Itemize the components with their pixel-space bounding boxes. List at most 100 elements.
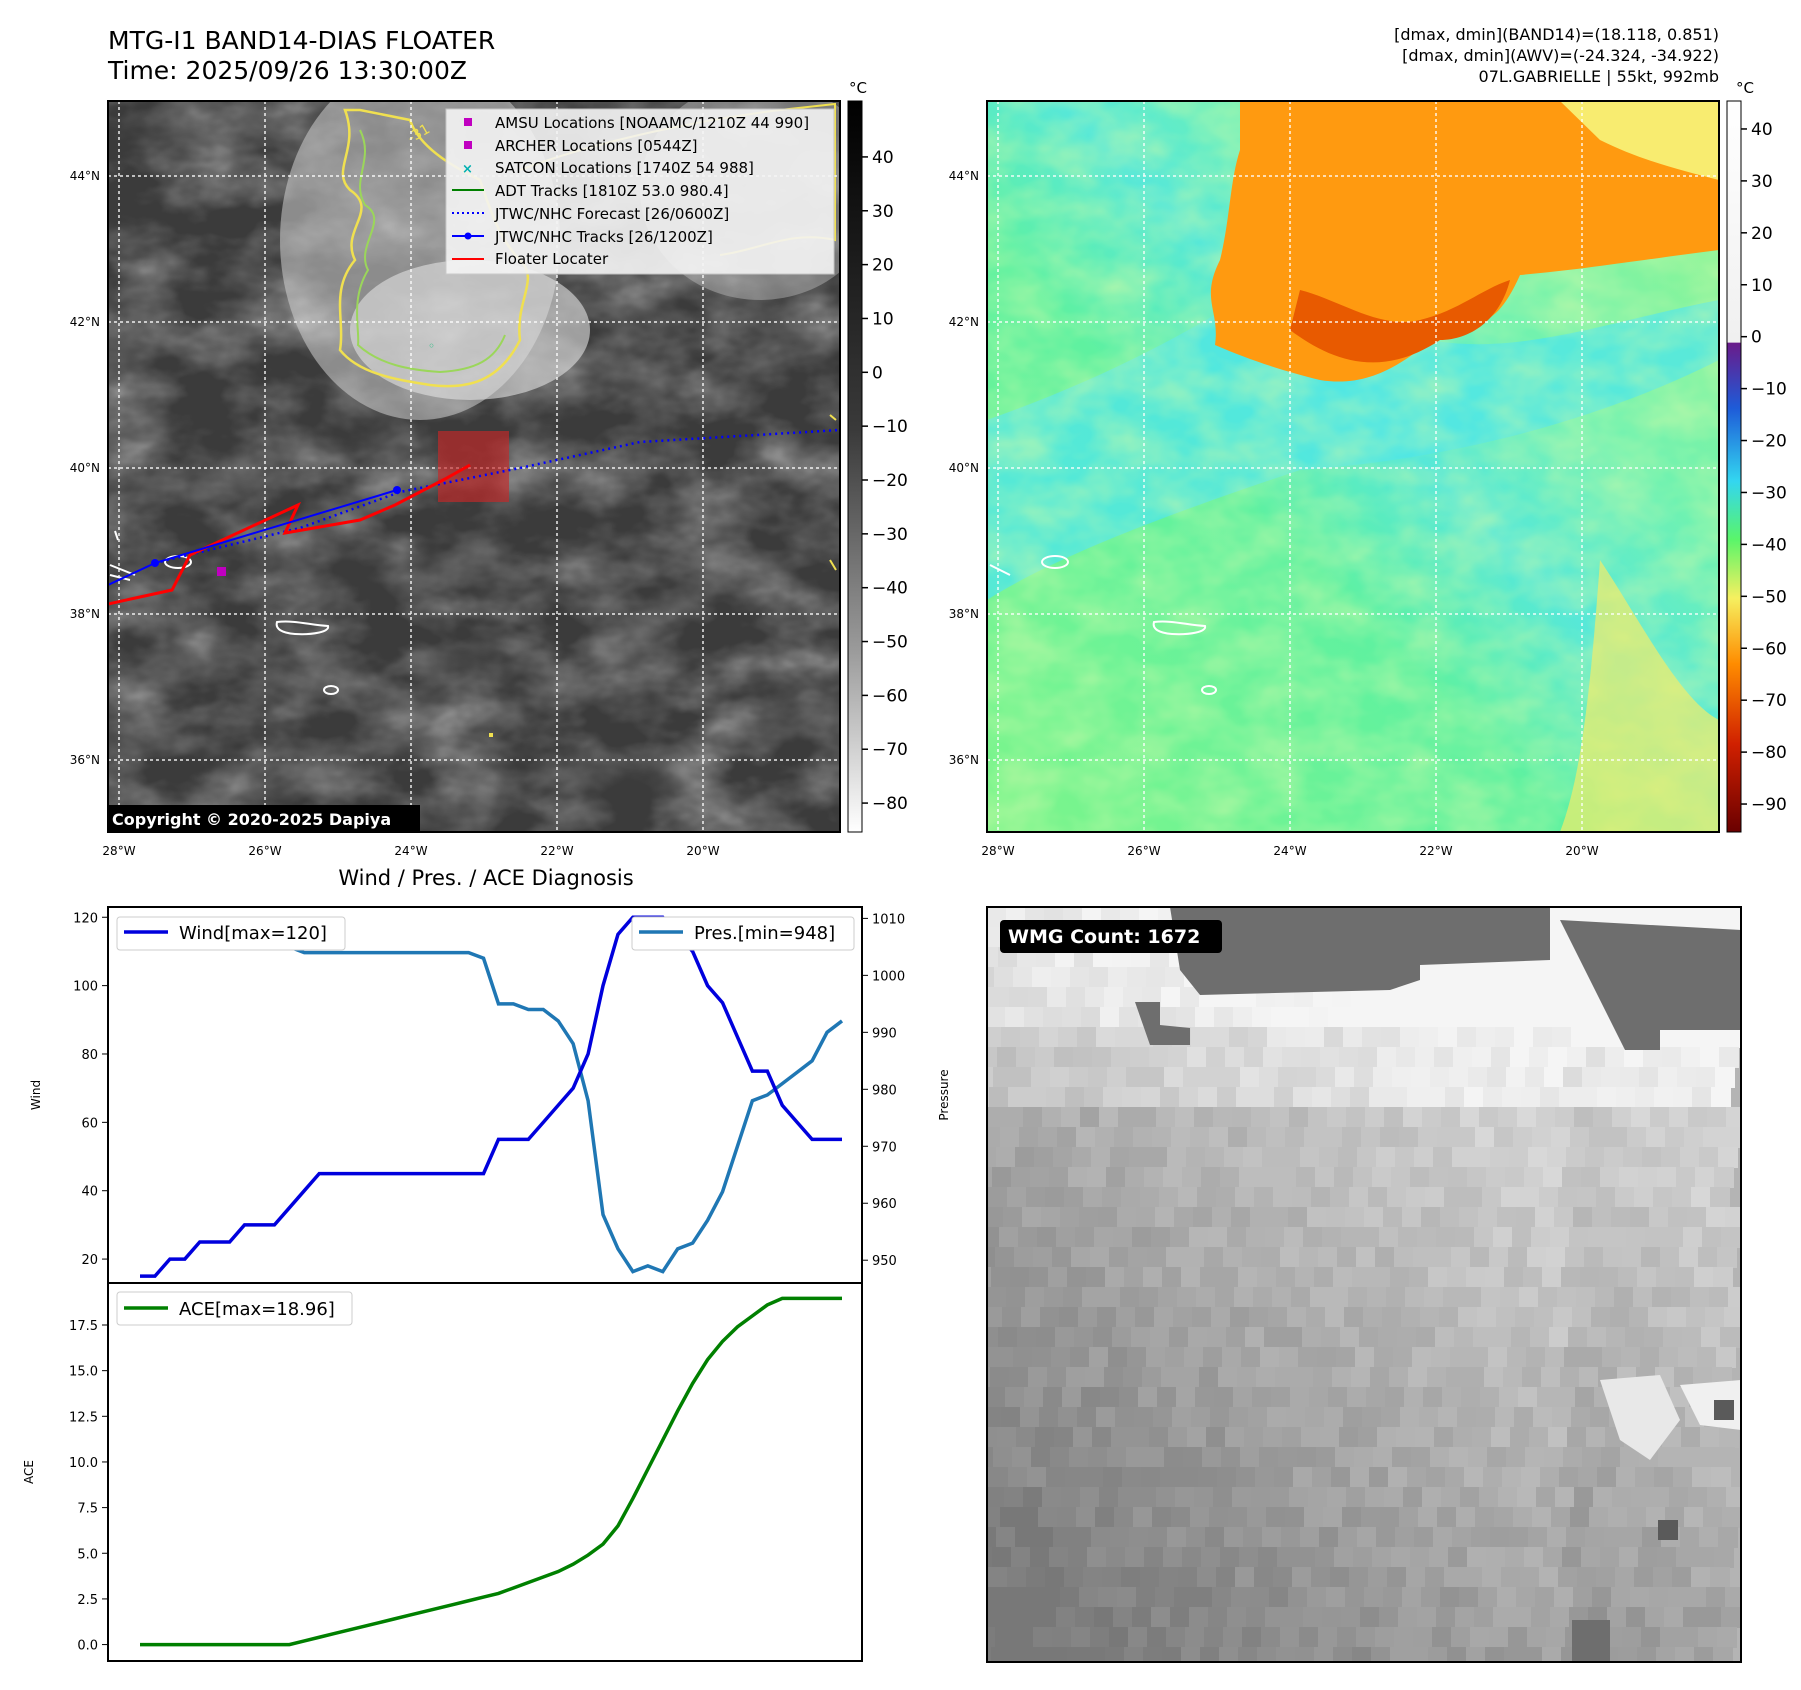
- wmg-cell: [1483, 1467, 1503, 1488]
- wmg-cell: [1058, 1027, 1078, 1048]
- wmg-cell: [1702, 1607, 1722, 1628]
- wmg-cell: [1228, 1507, 1248, 1528]
- wmg-cell: [1471, 1527, 1491, 1548]
- wmg-cell: [1243, 1147, 1263, 1168]
- wmg-cell: [1458, 1307, 1478, 1328]
- wmg-cell: [1233, 1387, 1253, 1408]
- wmg-cell: [1405, 1287, 1425, 1308]
- wmg-cell: [1101, 1287, 1121, 1308]
- wmg-cell: [1376, 1147, 1396, 1168]
- wmg-cell: [987, 1087, 990, 1108]
- wind-legend: Wind[max=120]: [116, 916, 346, 951]
- wmg-cell: [1184, 1347, 1204, 1368]
- wmg-cell: [1277, 1547, 1297, 1568]
- wmg-cell: [1715, 1447, 1735, 1468]
- wmg-cell: [1111, 1047, 1131, 1068]
- wmg-cell: [1120, 1287, 1140, 1308]
- wmg-cell: [1090, 1627, 1110, 1648]
- wmg-cell: [1030, 1167, 1050, 1188]
- wmg-cell: [1216, 1567, 1236, 1588]
- wmg-cell: [1023, 1487, 1043, 1508]
- wmg-cell: [1335, 1447, 1355, 1468]
- wmg-cell: [1273, 1187, 1293, 1208]
- wmg-cell: [1385, 1007, 1405, 1028]
- wv-cold-core: [1290, 280, 1510, 363]
- wmg-cell: [1072, 1527, 1092, 1548]
- wmg-cell: [1160, 1467, 1180, 1488]
- wmg-cell: [1675, 1647, 1695, 1662]
- wmg-cell: [1554, 1587, 1574, 1608]
- wmg-cell: [1307, 1587, 1327, 1608]
- wmg-cell: [1437, 1507, 1457, 1528]
- wmg-cell: [1309, 1387, 1329, 1408]
- wmg-cell: [1540, 1467, 1560, 1488]
- wmg-cell: [1471, 1147, 1491, 1168]
- wmg-cell: [1060, 1587, 1080, 1608]
- wmg-cell: [1650, 1107, 1670, 1128]
- wmg-cell: [1476, 1407, 1496, 1428]
- wmg-cell: [1016, 1047, 1036, 1068]
- wmg-cell: [1078, 1307, 1098, 1328]
- wmg-cell: [1332, 987, 1352, 1008]
- legend-item-adt: ADT Tracks [1810Z 53.0 980.4]: [495, 182, 729, 200]
- wmg-cell: [1441, 1487, 1461, 1508]
- wmg-cell: [1043, 1007, 1063, 1028]
- wmg-cell: [993, 1067, 1013, 1088]
- floater-track: [108, 463, 471, 606]
- wmg-cell: [1318, 1627, 1338, 1648]
- stats-line-2: [dmax, dmin](AWV)=(-24.324, -34.922): [1402, 46, 1719, 65]
- wmg-cell: [1242, 1627, 1262, 1648]
- wmg-cell: [1453, 1047, 1473, 1068]
- wmg-cell: [1505, 1167, 1525, 1188]
- wmg-cell: [1090, 1247, 1110, 1268]
- wmg-cell: [1469, 1347, 1489, 1368]
- wmg-cell: [1224, 1527, 1244, 1548]
- wmg-cell: [1368, 1187, 1388, 1208]
- wmg-cell: [987, 1027, 1002, 1048]
- archer-location: [217, 567, 226, 576]
- wmg-cell: [1315, 1547, 1335, 1568]
- wmg-cell: [1326, 1207, 1346, 1228]
- wmg-cell: [1498, 1107, 1518, 1128]
- wmg-cell: [1714, 1167, 1734, 1188]
- wmg-cell: [1258, 1167, 1278, 1188]
- wmg-cell: [1197, 1567, 1217, 1588]
- wmg-cell: [1372, 1167, 1392, 1188]
- wv-colorbar-tick-label: −50: [1751, 587, 1787, 607]
- legend-item-tracks: JTWC/NHC Tracks [26/1200Z]: [494, 228, 713, 246]
- wmg-cell: [1575, 1007, 1595, 1028]
- wmg-cell: [1623, 1527, 1643, 1548]
- wmg-cell: [1445, 1467, 1465, 1488]
- wmg-cell: [1119, 1007, 1139, 1028]
- wmg-cell: [1033, 1247, 1053, 1268]
- wmg-cell: [1116, 1307, 1136, 1328]
- wmg-cell: [1103, 1467, 1123, 1488]
- wmg-cell: [1214, 1387, 1234, 1408]
- wmg-cell: [1084, 1087, 1104, 1108]
- wmg-cell: [987, 1367, 991, 1388]
- wmg-cell: [1532, 1127, 1552, 1148]
- wmg-cell: [1034, 1527, 1054, 1548]
- wmg-dark-cell-2: [1658, 1520, 1678, 1540]
- wmg-cell: [1158, 1287, 1178, 1308]
- wmg-cell: [1440, 1587, 1460, 1608]
- wmg-cell: [1436, 1227, 1456, 1248]
- wmg-cell: [1534, 1307, 1554, 1328]
- wmg-cell: [1538, 1287, 1558, 1308]
- wmg-warm-patch: [1135, 1002, 1190, 1045]
- wmg-cell: [1452, 1147, 1472, 1168]
- wmg-cell: [1228, 1127, 1248, 1148]
- wmg-cell: [987, 1387, 1006, 1408]
- wmg-cell: [1500, 1287, 1520, 1308]
- wmg-cell: [1347, 1007, 1367, 1028]
- wmg-cell: [1635, 1087, 1655, 1108]
- wmg-cell: [1600, 1547, 1620, 1568]
- wmg-cell: [1261, 1247, 1281, 1268]
- wmg-cell: [1649, 1587, 1669, 1608]
- wmg-cell: [1456, 1127, 1476, 1148]
- wmg-cell: [1428, 1267, 1448, 1288]
- wmg-cell: [1187, 1047, 1207, 1068]
- wmg-cell: [1062, 1007, 1082, 1028]
- wmg-cell: [1106, 1547, 1126, 1568]
- wmg-cell: [1020, 1027, 1040, 1048]
